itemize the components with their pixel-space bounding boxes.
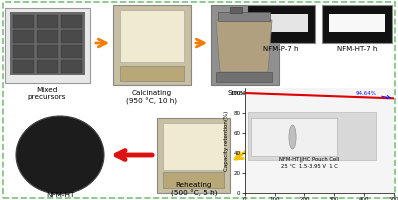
- Bar: [37, 45, 58, 58]
- Text: Calcinating
(950 °C, 10 h): Calcinating (950 °C, 10 h): [127, 90, 178, 105]
- Bar: [37, 30, 58, 43]
- Text: NFM-HT: NFM-HT: [46, 192, 74, 198]
- Bar: [10, 12, 85, 75]
- Bar: [211, 5, 279, 85]
- Bar: [13, 45, 34, 58]
- Bar: [37, 60, 58, 73]
- Polygon shape: [216, 20, 272, 72]
- Bar: [247, 5, 315, 43]
- Bar: [61, 45, 82, 58]
- Bar: [13, 30, 34, 43]
- Bar: [37, 15, 58, 28]
- Bar: [329, 14, 385, 32]
- Bar: [216, 72, 272, 82]
- Bar: [113, 5, 191, 85]
- Bar: [163, 123, 224, 170]
- Text: 94.64%: 94.64%: [355, 91, 390, 99]
- Text: NFM-HT||HC Pouch Cell
25 °C  1.5-3.95 V  1 C: NFM-HT||HC Pouch Cell 25 °C 1.5-3.95 V 1…: [279, 157, 339, 169]
- Bar: [230, 7, 242, 13]
- Bar: [61, 15, 82, 28]
- Bar: [254, 14, 308, 32]
- Y-axis label: Capacity retention(%): Capacity retention(%): [224, 110, 229, 171]
- Bar: [163, 172, 224, 188]
- Bar: [13, 15, 34, 28]
- Ellipse shape: [16, 116, 104, 194]
- Bar: [322, 5, 392, 43]
- Circle shape: [289, 125, 296, 149]
- Bar: [157, 118, 230, 193]
- Bar: [218, 12, 270, 21]
- Bar: [13, 60, 34, 73]
- Bar: [61, 30, 82, 43]
- Bar: [61, 60, 82, 73]
- Bar: [120, 66, 184, 81]
- Bar: [248, 112, 376, 160]
- Bar: [251, 118, 338, 156]
- Text: Reheating
(500 °C, 5 h): Reheating (500 °C, 5 h): [171, 182, 217, 197]
- Text: NFM-P-7 h: NFM-P-7 h: [263, 46, 299, 52]
- Bar: [120, 10, 184, 62]
- Text: Mixed
precursors: Mixed precursors: [28, 87, 66, 100]
- Text: NFM-HT-7 h: NFM-HT-7 h: [337, 46, 377, 52]
- Text: Smashing: Smashing: [227, 90, 263, 96]
- Bar: [5, 8, 90, 83]
